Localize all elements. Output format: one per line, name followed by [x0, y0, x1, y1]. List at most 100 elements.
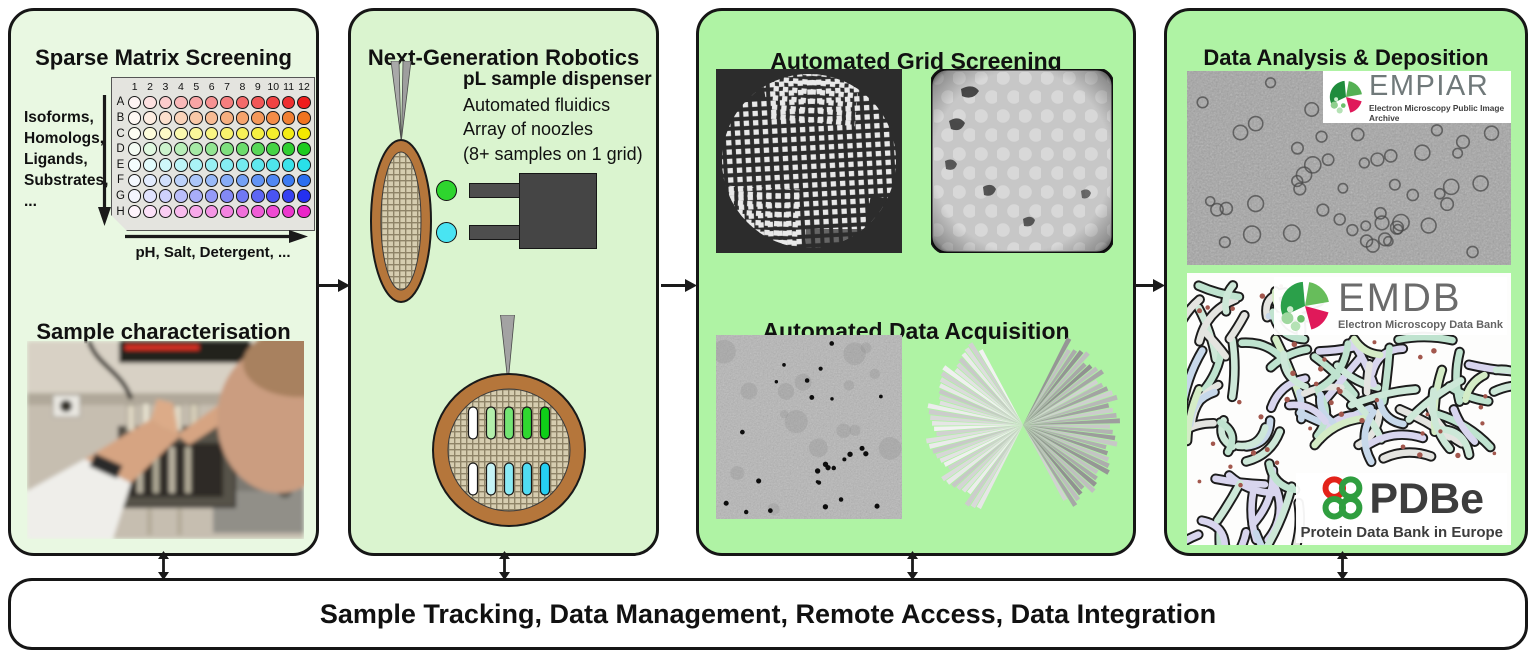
plate-well: [297, 174, 311, 188]
plate-well: [266, 189, 280, 203]
plate-well: [236, 127, 250, 141]
plate-well: [297, 158, 311, 172]
plate-well: [266, 158, 280, 172]
plate-well: [220, 127, 234, 141]
down-arrow-icon: [98, 95, 111, 226]
density-map-figure: EMDB Electron Microscopy Data Bank PDBe …: [1187, 273, 1511, 545]
plate-well: [220, 189, 234, 203]
plate-side-label: Isoforms, Homologs, Ligands, Substrates,…: [24, 109, 109, 210]
plate-well: [143, 96, 157, 110]
plate-well: [205, 142, 219, 156]
robotics-feature-list: pL sample dispenser Automated fluidics A…: [463, 68, 652, 166]
plate-well: [297, 189, 311, 203]
tweezers-icon: [390, 61, 412, 140]
panel-data-analysis-deposition: Data Analysis & Deposition: [1164, 8, 1528, 556]
sample-stripes: [467, 406, 551, 496]
flow-arrow-1: [317, 279, 350, 292]
grid-atlas-image: [716, 69, 902, 253]
plate-well: [174, 111, 188, 125]
plate-well: [159, 142, 173, 156]
plate-well: [282, 96, 296, 110]
pdbe-rings-icon: [1322, 476, 1363, 520]
96-well-plate: 1 2 3 4 5 6 7 8 9 10 11 12 A B C D E F G H: [111, 77, 315, 231]
empiar-tagline: Electron Microscopy Public Image Archive: [1368, 102, 1505, 123]
link-arrow-sparse: [158, 551, 169, 580]
emdb-wordmark: EMDB: [1337, 276, 1462, 320]
plate-well: [220, 111, 234, 125]
plate-well: [236, 158, 250, 172]
plate-row-letter: H: [116, 205, 125, 218]
plate-well: [189, 127, 203, 141]
plate-well: [143, 127, 157, 141]
plate-well: [159, 96, 173, 110]
circular-em-grid: [432, 373, 586, 527]
plate-column-header: 4: [177, 80, 184, 93]
link-arrow-analysis: [1337, 551, 1348, 580]
plate-well: [205, 174, 219, 188]
plate-well: [128, 205, 142, 219]
feature-line: (8+ samples on 1 grid): [463, 143, 643, 164]
link-arrow-robotics: [499, 551, 510, 580]
plate-well: [297, 142, 311, 156]
plate-row-letter: F: [116, 174, 125, 187]
plate-well: [128, 174, 142, 188]
empiar-wordmark: EMPIAR: [1368, 69, 1490, 102]
plate-well: [282, 158, 296, 172]
panel-next-generation-robotics: Next-Generation Robotics pL sample dispe…: [348, 8, 659, 556]
panel-title: Next-Generation Robotics: [367, 45, 640, 71]
emdb-tagline: Electron Microscopy Data Bank: [1337, 319, 1503, 331]
sample-droplet-green: [436, 180, 457, 201]
integration-bar-label: Sample Tracking, Data Management, Remote…: [319, 598, 1217, 629]
plate-well: [282, 111, 296, 125]
plate-well: [205, 96, 219, 110]
plate-well: [220, 205, 234, 219]
plate-well: [143, 158, 157, 172]
plate-well: [189, 158, 203, 172]
link-arrow-screening: [907, 551, 918, 580]
plate-well: [236, 205, 250, 219]
plate-well: [128, 158, 142, 172]
emdb-pie-icon: [1280, 281, 1329, 332]
feature-line: Array of noozles: [463, 119, 594, 139]
plate-well: [297, 111, 311, 125]
plate-well: [205, 111, 219, 125]
plate-well: [205, 127, 219, 141]
feature-line: pL sample dispenser: [463, 69, 652, 90]
plate-column-header: 5: [193, 80, 200, 93]
plate-well: [266, 127, 280, 141]
plate-column-header: 10: [267, 80, 280, 93]
plate-well: [205, 158, 219, 172]
plate-well: [189, 96, 203, 110]
plate-column-header: 8: [239, 80, 246, 93]
plate-well: [128, 189, 142, 203]
plate-well: [282, 127, 296, 141]
plate-well: [189, 174, 203, 188]
plate-well: [282, 205, 296, 219]
panel-title: Sparse Matrix Screening: [35, 45, 292, 71]
plate-row-letter: B: [116, 111, 125, 124]
plate-well: [174, 142, 188, 156]
plate-well: [189, 111, 203, 125]
plate-column-header: 12: [298, 80, 310, 93]
plate-well: [251, 174, 265, 188]
plate-column-header: 1: [131, 80, 138, 93]
plate-row-letter: E: [116, 158, 125, 171]
sample-droplet-cyan: [436, 222, 457, 243]
plate-column-header: 9: [254, 80, 261, 93]
plate-column-header: 3: [162, 80, 169, 93]
plate-well: [236, 111, 250, 125]
plate-column-header: 2: [147, 80, 153, 93]
plate-column-header: 6: [208, 80, 215, 93]
plate-well: [251, 111, 265, 125]
sample-characterisation-title: Sample characterisation: [36, 319, 291, 345]
plate-well: [251, 158, 265, 172]
plate-well: [266, 205, 280, 219]
plate-well: [159, 127, 173, 141]
micrograph-image: [716, 335, 902, 519]
plate-axis-label: pH, Salt, Detergent, ...: [135, 244, 291, 261]
plate-well: [189, 142, 203, 156]
plate-well: [282, 174, 296, 188]
integration-bar: Sample Tracking, Data Management, Remote…: [8, 578, 1528, 650]
dispenser-tip-icon: [500, 315, 515, 384]
